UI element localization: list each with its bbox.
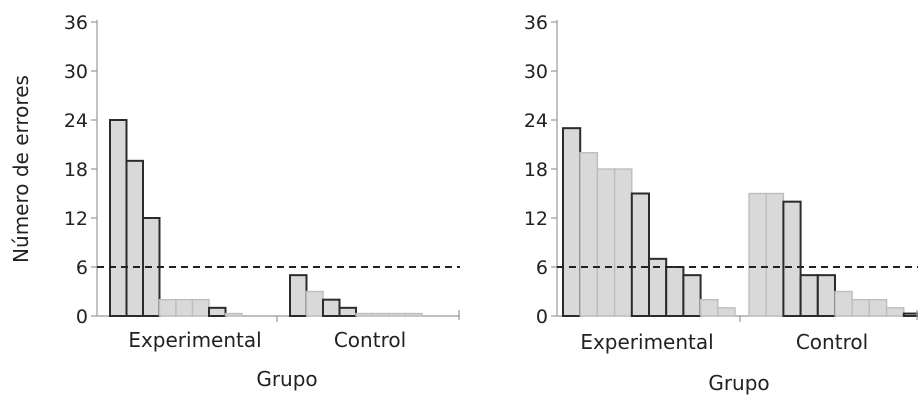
y-tick-label: 24 [64, 110, 88, 132]
bar [340, 308, 357, 316]
bar [110, 120, 127, 316]
x-category-label: Experimental [580, 330, 713, 354]
bar [290, 275, 307, 316]
y-tick-label: 18 [64, 159, 88, 181]
bar [904, 314, 918, 316]
y-tick-label: 6 [76, 257, 88, 279]
y-tick-label: 12 [64, 208, 88, 230]
y-axis-title: Número de errores [9, 75, 33, 263]
y-tick-label: 36 [524, 12, 548, 34]
bar [226, 314, 243, 316]
bar [701, 300, 718, 316]
bar [632, 194, 649, 317]
x-category-label: Control [796, 330, 868, 354]
bar [683, 275, 700, 316]
y-tick-label: 0 [76, 306, 88, 328]
bar [887, 308, 904, 316]
y-tick-label: 30 [64, 61, 88, 83]
bar [160, 300, 177, 316]
bar [766, 194, 783, 317]
bar [389, 314, 406, 316]
x-category-label: Control [334, 328, 406, 352]
bar [852, 300, 869, 316]
bar [818, 275, 835, 316]
y-tick-label: 0 [536, 306, 548, 328]
y-tick-label: 6 [536, 257, 548, 279]
bar [193, 300, 210, 316]
bar [666, 267, 683, 316]
y-tick-label: 18 [524, 159, 548, 181]
y-tick-label: 24 [524, 110, 548, 132]
bar [209, 308, 226, 316]
bar [718, 308, 735, 316]
y-tick-label: 36 [64, 12, 88, 34]
bar [580, 153, 597, 316]
bar [835, 292, 852, 317]
bar [783, 202, 800, 316]
x-category-label: Experimental [128, 328, 261, 352]
bar [749, 194, 766, 317]
bar [597, 169, 614, 316]
bar [356, 314, 373, 316]
bar [801, 275, 818, 316]
bar [563, 128, 580, 316]
bar [307, 292, 324, 317]
bar [323, 300, 340, 316]
bar [373, 314, 390, 316]
x-axis-title: Grupo [708, 371, 769, 395]
bar [869, 300, 886, 316]
bar [406, 314, 423, 316]
x-axis-title: Grupo [256, 367, 317, 391]
y-tick-label: 12 [524, 208, 548, 230]
bar [127, 161, 144, 316]
bar [615, 169, 632, 316]
chart-right: 0 6 12 18 24 30 36 Experimental Control Grupo [524, 12, 918, 395]
bar [176, 300, 193, 316]
y-tick-label: 30 [524, 61, 548, 83]
chart-left: 0 6 12 18 24 30 36 Experimental Control Grupo Núme… [9, 12, 460, 391]
